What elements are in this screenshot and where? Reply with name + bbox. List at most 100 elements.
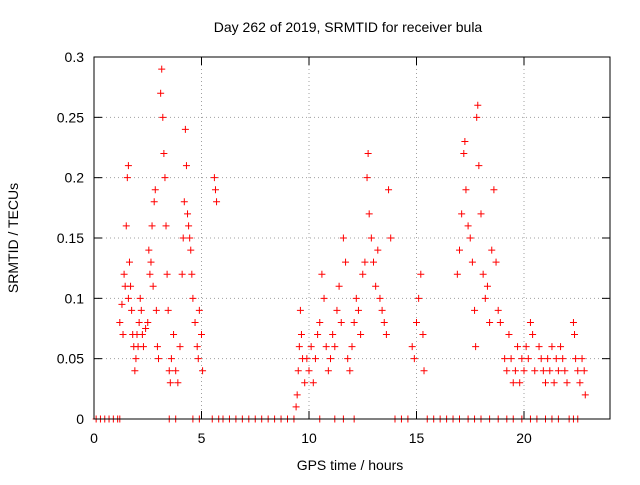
- data-points: [92, 65, 589, 423]
- data-point: [376, 294, 384, 302]
- data-point: [166, 379, 174, 387]
- y-tick-label: 0.15: [57, 230, 84, 246]
- y-tick-label: 0.25: [57, 109, 84, 125]
- data-point: [344, 355, 352, 363]
- data-point: [167, 355, 175, 363]
- data-point: [155, 355, 162, 363]
- data-point: [181, 125, 189, 133]
- data-point: [417, 270, 425, 278]
- data-point: [557, 343, 565, 351]
- y-tick-label: 0.2: [65, 170, 85, 186]
- data-point: [142, 325, 150, 332]
- data-point: [307, 343, 315, 351]
- data-point: [318, 270, 326, 278]
- data-point: [488, 246, 496, 254]
- data-point: [503, 367, 511, 375]
- data-point: [385, 186, 393, 194]
- data-point: [199, 367, 207, 375]
- data-point: [507, 355, 515, 363]
- data-point: [537, 355, 545, 363]
- data-point: [420, 367, 428, 375]
- data-point: [529, 331, 537, 339]
- data-point: [176, 343, 184, 351]
- data-point: [361, 258, 369, 266]
- data-point: [120, 270, 128, 278]
- data-point: [419, 331, 427, 339]
- data-point: [116, 318, 124, 326]
- x-tick-label: 0: [90, 430, 98, 446]
- data-point: [520, 367, 528, 375]
- data-point: [581, 391, 589, 399]
- data-point: [193, 343, 201, 351]
- x-tick-label: 10: [301, 430, 317, 446]
- data-point: [137, 306, 145, 314]
- data-point: [178, 270, 186, 278]
- data-point: [550, 379, 558, 387]
- data-point: [324, 367, 332, 375]
- data-point: [122, 222, 130, 230]
- data-point: [380, 318, 388, 326]
- data-point: [372, 282, 380, 290]
- data-point: [148, 222, 156, 230]
- data-point: [563, 379, 571, 387]
- data-point: [158, 65, 166, 73]
- data-point: [516, 379, 524, 387]
- data-point: [124, 294, 132, 302]
- data-point: [387, 234, 395, 242]
- data-point: [511, 367, 519, 375]
- x-axis-title: GPS time / hours: [297, 457, 404, 473]
- data-point: [159, 113, 167, 121]
- data-point: [501, 355, 509, 363]
- data-point: [464, 222, 472, 230]
- data-point: [542, 379, 549, 387]
- data-point: [505, 331, 513, 339]
- data-point: [456, 246, 463, 254]
- data-point: [322, 343, 330, 351]
- x-tick-label: 20: [516, 430, 532, 446]
- data-point: [125, 258, 133, 266]
- data-point: [295, 343, 303, 351]
- grid-lines: [94, 57, 610, 419]
- data-point: [475, 162, 483, 170]
- data-point: [119, 331, 127, 339]
- data-point: [147, 258, 155, 266]
- data-point: [561, 367, 569, 375]
- data-point: [408, 343, 416, 351]
- data-point: [363, 174, 371, 182]
- data-point: [410, 355, 418, 363]
- data-point: [128, 306, 136, 314]
- y-tick-label: 0.1: [65, 290, 85, 306]
- y-tick-label: 0: [76, 411, 84, 427]
- y-axis-title: SRMTID / TECUs: [5, 183, 21, 293]
- data-point: [198, 331, 205, 339]
- data-point: [333, 306, 341, 314]
- data-point: [211, 186, 219, 194]
- data-point: [486, 318, 494, 326]
- data-point: [483, 282, 491, 290]
- data-point: [172, 367, 180, 375]
- data-point: [552, 355, 560, 363]
- data-point: [161, 174, 169, 182]
- data-point: [127, 282, 135, 290]
- data-point: [571, 331, 579, 339]
- data-point: [123, 174, 131, 182]
- data-point: [415, 294, 423, 302]
- data-point: [149, 282, 157, 290]
- data-point: [186, 234, 194, 242]
- data-point: [316, 318, 324, 326]
- y-tick-label: 0.05: [57, 351, 84, 367]
- data-point: [364, 150, 372, 158]
- data-point: [327, 355, 334, 363]
- data-point: [374, 246, 382, 254]
- data-point: [292, 403, 300, 411]
- data-point: [210, 174, 218, 182]
- data-point: [494, 306, 502, 314]
- data-point: [535, 343, 543, 351]
- data-point: [518, 355, 526, 363]
- data-point: [293, 391, 301, 399]
- data-point: [576, 379, 584, 387]
- x-tick-label: 15: [409, 430, 425, 446]
- data-point: [189, 294, 197, 302]
